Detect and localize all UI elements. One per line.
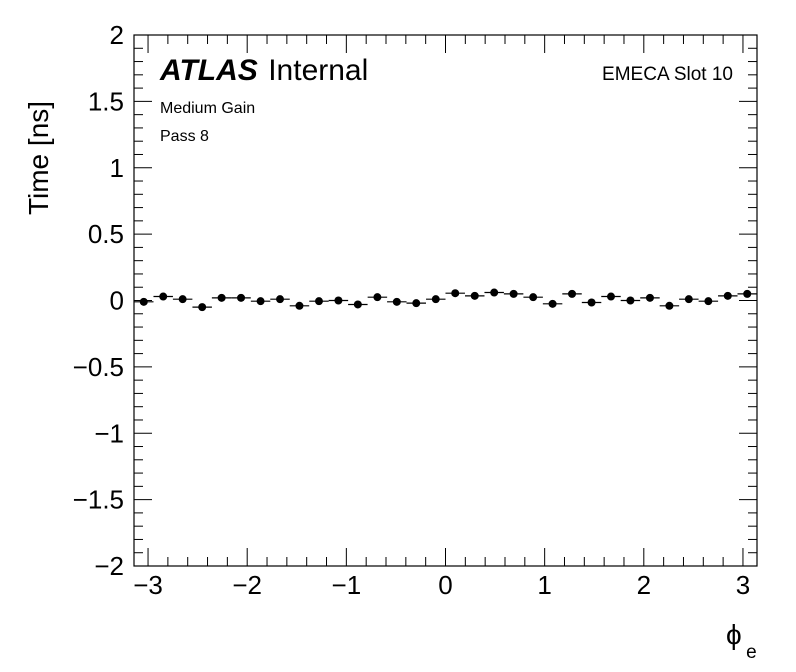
data-point	[523, 293, 543, 302]
point-marker	[314, 297, 323, 306]
data-point	[328, 296, 349, 305]
x-tick-label: −3	[133, 570, 163, 600]
data-point	[679, 295, 699, 304]
point-marker	[529, 293, 538, 302]
y-tick-label: 0	[110, 286, 124, 316]
point-marker	[606, 292, 615, 301]
data-point	[542, 299, 563, 308]
point-marker	[139, 297, 148, 306]
y-tick-label: 1	[110, 153, 124, 183]
axis-tick-labels: −3 −2 −1 0 1 2 3 −2 −1.5 −1 −0.5 0 0.5 1 1.5 2	[73, 20, 751, 600]
y-tick-label: 2	[110, 20, 124, 50]
x-tick-label: −1	[332, 570, 362, 600]
data-point	[231, 293, 251, 302]
data-point	[348, 300, 368, 309]
point-marker	[451, 289, 460, 298]
data-point	[640, 293, 660, 302]
data-point	[484, 288, 504, 297]
data-point	[406, 299, 426, 308]
atlas-label: ATLAS Internal	[159, 54, 368, 87]
y-tick-label: −1.5	[73, 485, 124, 515]
point-marker	[276, 295, 285, 304]
point-marker	[392, 297, 401, 306]
point-marker	[178, 295, 187, 304]
y-tick-label: −1	[94, 418, 124, 448]
experiment-name: ATLAS	[159, 54, 258, 87]
point-marker	[334, 296, 343, 305]
data-point	[718, 291, 738, 300]
point-marker	[256, 297, 265, 306]
point-marker	[626, 296, 635, 305]
y-tick-label: −2	[94, 551, 124, 581]
point-marker	[645, 293, 654, 302]
data-point	[387, 297, 407, 306]
point-marker	[490, 288, 499, 297]
data-point	[172, 295, 193, 304]
x-tick-label: 1	[537, 570, 551, 600]
point-marker	[353, 300, 362, 309]
point-marker	[509, 289, 518, 298]
data-point	[445, 289, 465, 298]
point-marker	[723, 291, 732, 300]
point-marker	[295, 301, 304, 310]
data-point	[581, 298, 602, 307]
x-tick-label: 2	[637, 570, 651, 600]
data-point	[309, 297, 329, 306]
point-marker	[431, 295, 440, 304]
data-point	[562, 289, 582, 298]
point-marker	[159, 292, 168, 301]
point-marker	[743, 289, 752, 298]
y-tick-label: −0.5	[73, 352, 124, 382]
status-label: Internal	[268, 54, 368, 87]
data-point	[698, 297, 719, 306]
data-point	[465, 291, 485, 300]
x-axis-symbol: ϕ	[726, 619, 742, 650]
data-point	[737, 289, 757, 298]
axis-ticks	[134, 34, 757, 567]
point-marker	[412, 299, 421, 308]
data-point	[289, 301, 310, 310]
point-marker	[237, 293, 246, 302]
y-tick-label: 1.5	[88, 86, 124, 116]
data-point	[503, 289, 524, 298]
x-tick-label: −2	[232, 570, 262, 600]
data-point	[620, 296, 641, 305]
y-axis-title: Time [ns]	[23, 101, 54, 215]
y-tick-label: 0.5	[88, 219, 124, 249]
x-axis-title: ϕ e	[726, 619, 757, 663]
x-tick-label: 3	[736, 570, 750, 600]
gain-label: Medium Gain	[160, 100, 255, 117]
point-marker	[470, 291, 479, 300]
data-points	[134, 288, 757, 312]
data-point	[153, 292, 173, 301]
data-point	[134, 297, 154, 306]
point-marker	[568, 289, 577, 298]
data-point	[270, 295, 290, 304]
data-point	[367, 293, 388, 302]
point-marker	[684, 295, 693, 304]
data-point	[659, 301, 680, 310]
point-marker	[548, 299, 557, 308]
point-marker	[198, 303, 207, 312]
region-label: EMECA Slot 10	[602, 64, 733, 85]
x-tick-label: 0	[438, 570, 452, 600]
data-point	[426, 295, 446, 304]
data-point	[211, 293, 232, 302]
x-axis-subscript: e	[746, 642, 757, 663]
pass-label: Pass 8	[160, 128, 209, 145]
data-point	[250, 297, 271, 306]
data-point	[192, 303, 212, 312]
point-marker	[217, 293, 226, 302]
point-marker	[665, 301, 674, 310]
data-point	[601, 292, 621, 301]
point-marker	[704, 297, 713, 306]
point-marker	[373, 293, 382, 302]
point-marker	[587, 298, 596, 307]
